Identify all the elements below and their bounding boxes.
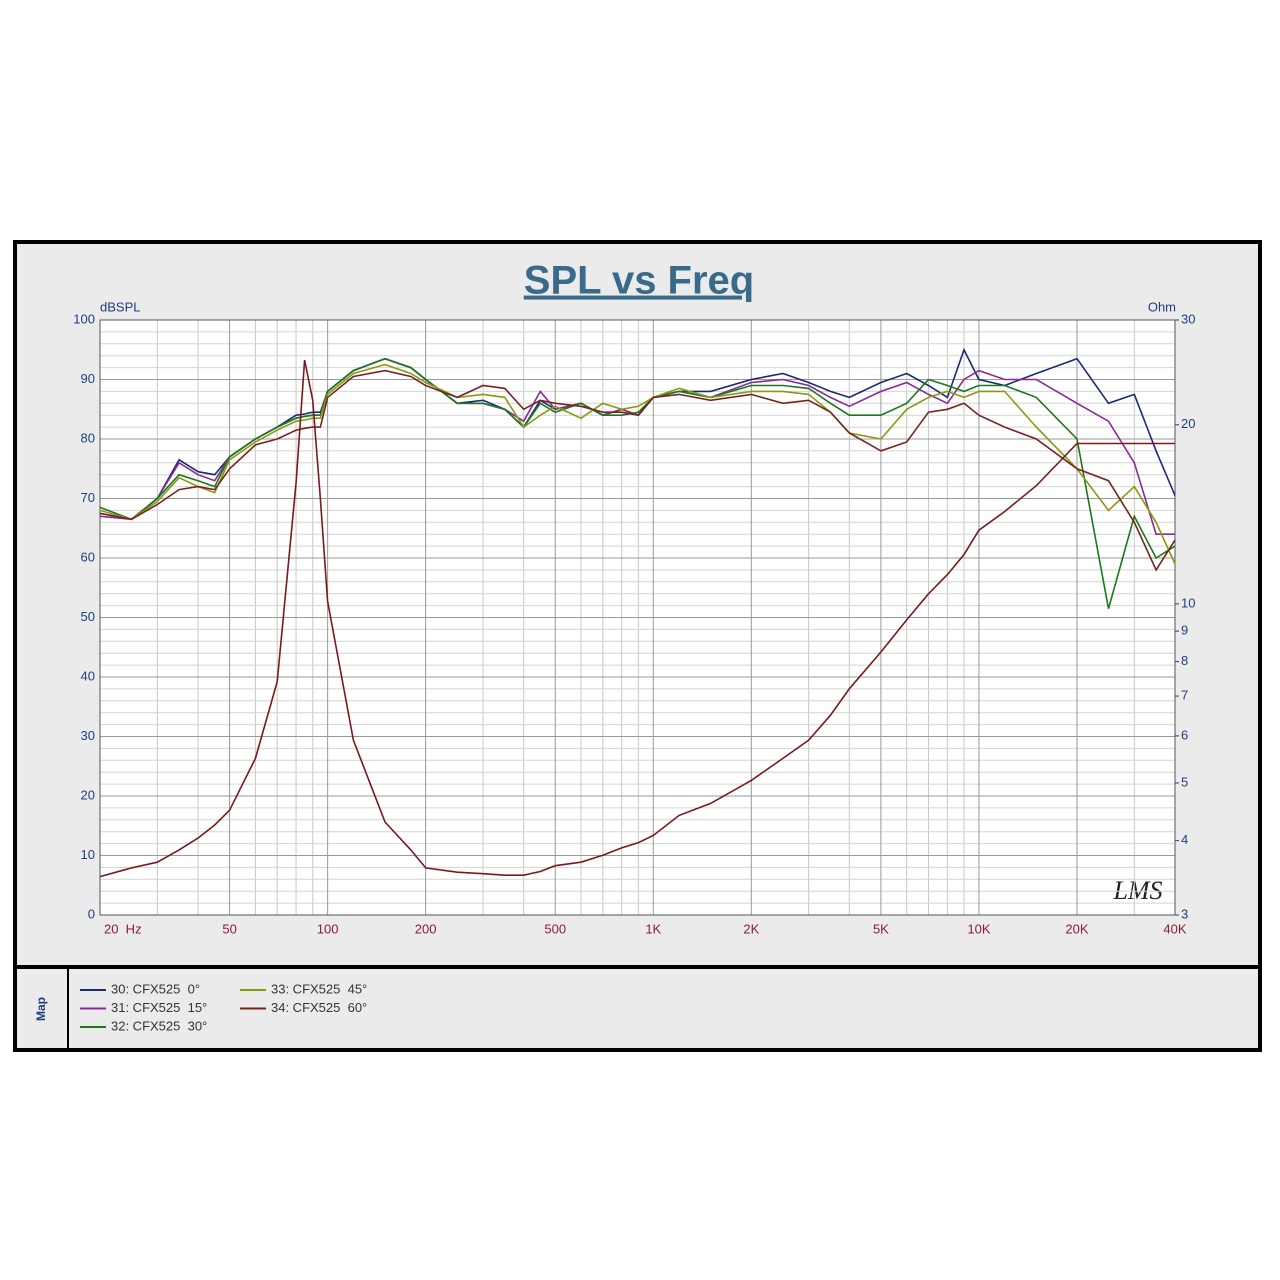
x-tick-label: 20K bbox=[1065, 921, 1088, 936]
x-tick-label: 200 bbox=[415, 921, 437, 936]
legend-label: 30: CFX525 0° bbox=[111, 981, 200, 996]
y-tick-label: 30 bbox=[81, 728, 95, 743]
series-line bbox=[99, 363, 1176, 565]
legend-title: Map bbox=[34, 997, 48, 1021]
y-tick-label: 40 bbox=[81, 668, 95, 683]
y-tick-label: 60 bbox=[81, 549, 95, 564]
impedance-line bbox=[99, 359, 1175, 878]
y-tick-label: 0 bbox=[88, 906, 95, 921]
plot-border bbox=[99, 319, 1176, 916]
y2-tick-label: 5 bbox=[1181, 774, 1188, 789]
x-tick-label: 50 bbox=[222, 921, 236, 936]
annotation: LMS bbox=[1112, 876, 1162, 905]
series-line bbox=[99, 357, 1176, 609]
y2-tick-label: 30 bbox=[1181, 311, 1195, 326]
y2-tick-label: 4 bbox=[1181, 832, 1188, 847]
legend-label: 33: CFX525 45° bbox=[271, 981, 367, 996]
x-tick-label: 40K bbox=[1163, 921, 1186, 936]
x-tick-label: 500 bbox=[544, 921, 566, 936]
x-tick-label: 20 Hz bbox=[104, 921, 142, 936]
legend-label: 34: CFX525 60° bbox=[271, 1000, 367, 1015]
legend-label: 32: CFX525 30° bbox=[111, 1018, 207, 1033]
y2-tick-label: 7 bbox=[1181, 687, 1188, 702]
y2-tick-label: 20 bbox=[1181, 416, 1195, 431]
y2-tick-label: 8 bbox=[1181, 653, 1188, 668]
x-tick-label: 5K bbox=[873, 921, 889, 936]
y-tick-label: 90 bbox=[81, 371, 95, 386]
x-tick-label: 1K bbox=[645, 921, 661, 936]
chart-title: SPL vs Freq bbox=[524, 259, 754, 303]
y-tick-label: 20 bbox=[81, 787, 95, 802]
y2-tick-label: 6 bbox=[1181, 727, 1188, 742]
y2-tick-label: 9 bbox=[1181, 623, 1188, 638]
y2-axis-label: Ohm bbox=[1148, 299, 1176, 314]
x-tick-label: 2K bbox=[743, 921, 759, 936]
y2-tick-label: 10 bbox=[1181, 595, 1195, 610]
legend-label: 31: CFX525 15° bbox=[111, 1000, 207, 1015]
y-tick-label: 70 bbox=[81, 490, 95, 505]
series-line bbox=[99, 369, 1176, 572]
y-tick-label: 10 bbox=[81, 847, 95, 862]
x-tick-label: 10K bbox=[967, 921, 990, 936]
y-axis-label: dBSPL bbox=[100, 299, 140, 314]
y2-tick-label: 3 bbox=[1181, 906, 1188, 921]
x-tick-label: 100 bbox=[317, 921, 339, 936]
y-tick-label: 100 bbox=[73, 311, 95, 326]
y-tick-label: 80 bbox=[81, 430, 95, 445]
y-tick-label: 50 bbox=[81, 609, 95, 624]
